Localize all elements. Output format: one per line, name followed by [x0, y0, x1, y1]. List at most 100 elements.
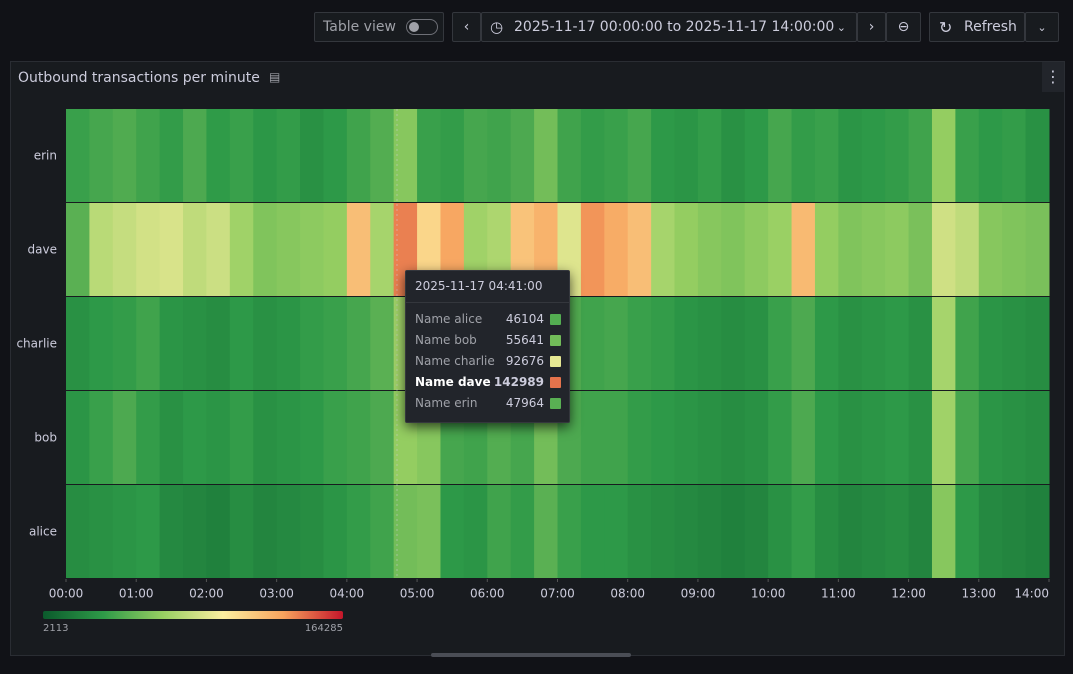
- legend-bar: [43, 611, 343, 619]
- cell: [206, 391, 231, 484]
- refresh-label: Refresh: [964, 19, 1017, 35]
- info-icon[interactable]: ▤: [269, 70, 281, 84]
- cell: [908, 391, 933, 484]
- cell: [276, 109, 301, 202]
- x-tick-label: 12:00: [891, 587, 926, 601]
- cell: [346, 203, 371, 296]
- series-value: 47964: [505, 396, 544, 410]
- panel-menu[interactable]: ⋮: [1042, 62, 1064, 92]
- cell: [931, 485, 956, 578]
- refresh-menu[interactable]: ⌄: [1025, 12, 1059, 42]
- cell: [183, 485, 207, 578]
- cell: [463, 485, 488, 578]
- next-button[interactable]: ›: [857, 12, 886, 42]
- cell: [346, 109, 371, 202]
- cell: [791, 203, 816, 296]
- cell: [931, 109, 956, 202]
- cell: [370, 391, 395, 484]
- cell: [674, 485, 699, 578]
- cell: [417, 109, 441, 202]
- cell: [931, 297, 956, 390]
- cell: [276, 203, 301, 296]
- cell: [370, 109, 395, 202]
- cell: [253, 297, 278, 390]
- cell: [370, 203, 395, 296]
- zoom-out[interactable]: ⊖: [886, 12, 921, 42]
- time-picker[interactable]: ◷ 2025-11-17 00:00:00 to 2025-11-17 14:00…: [481, 12, 857, 42]
- cell: [861, 485, 886, 578]
- cell: [838, 297, 863, 390]
- cell: [534, 109, 558, 202]
- cell: [697, 485, 722, 578]
- cell: [651, 109, 676, 202]
- legend-max: 164285: [305, 623, 343, 634]
- cell: [978, 485, 1003, 578]
- cell: [1002, 203, 1027, 296]
- series-value: 92676: [505, 354, 544, 368]
- prev-button[interactable]: ‹: [452, 12, 481, 42]
- cell: [1002, 391, 1027, 484]
- cell: [253, 391, 278, 484]
- cell: [931, 391, 956, 484]
- cell: [744, 203, 769, 296]
- cell: [206, 485, 231, 578]
- cell: [440, 109, 465, 202]
- series-value: 142989: [493, 375, 544, 389]
- cell: [838, 391, 863, 484]
- cell: [908, 203, 933, 296]
- cell: [159, 485, 184, 578]
- cell: [1025, 391, 1050, 484]
- x-tick-label: 02:00: [189, 587, 224, 601]
- swatch: [550, 397, 561, 409]
- cell: [183, 203, 207, 296]
- time-range: 2025-11-17 00:00:00 to 2025-11-17 14:00:…: [514, 19, 835, 35]
- x-tick-label: 14:00: [1014, 587, 1049, 601]
- cell: [346, 391, 371, 484]
- cell: [651, 297, 676, 390]
- cell: [814, 485, 839, 578]
- cell: [768, 297, 793, 390]
- cell: [580, 485, 605, 578]
- cell: [393, 109, 418, 202]
- cell: [744, 297, 769, 390]
- refresh-button[interactable]: ↻ Refresh: [929, 12, 1025, 42]
- cell: [697, 203, 722, 296]
- cell: [346, 485, 371, 578]
- cell: [346, 297, 371, 390]
- cell: [253, 485, 278, 578]
- cell: [1025, 203, 1050, 296]
- series-value: 55641: [505, 333, 544, 347]
- cell: [791, 109, 816, 202]
- x-tick-label: 00:00: [49, 587, 84, 601]
- cell: [112, 109, 137, 202]
- cell: [229, 297, 254, 390]
- cell: [229, 485, 254, 578]
- cell: [908, 109, 933, 202]
- cell: [206, 297, 231, 390]
- cell: [744, 391, 769, 484]
- cell: [89, 391, 114, 484]
- cell: [861, 297, 886, 390]
- cell: [627, 109, 652, 202]
- cell: [627, 297, 652, 390]
- tooltip-row: Name bob 55641: [415, 330, 561, 350]
- cell: [136, 297, 161, 390]
- cell: [206, 203, 231, 296]
- cell: [674, 109, 699, 202]
- cell: [253, 109, 278, 202]
- switch[interactable]: [405, 19, 438, 35]
- cell: [510, 485, 535, 578]
- x-tick-label: 06:00: [470, 587, 505, 601]
- cell: [721, 203, 746, 296]
- cell: [534, 485, 558, 578]
- cell: [276, 391, 301, 484]
- x-tick-label: 10:00: [751, 587, 786, 601]
- cell: [159, 109, 184, 202]
- cell: [323, 109, 348, 202]
- cell: [580, 109, 605, 202]
- cell: [300, 485, 324, 578]
- table-view-toggle[interactable]: Table view: [314, 12, 444, 42]
- series-name: Name charlie: [415, 354, 495, 368]
- cell: [814, 391, 839, 484]
- cell: [627, 203, 652, 296]
